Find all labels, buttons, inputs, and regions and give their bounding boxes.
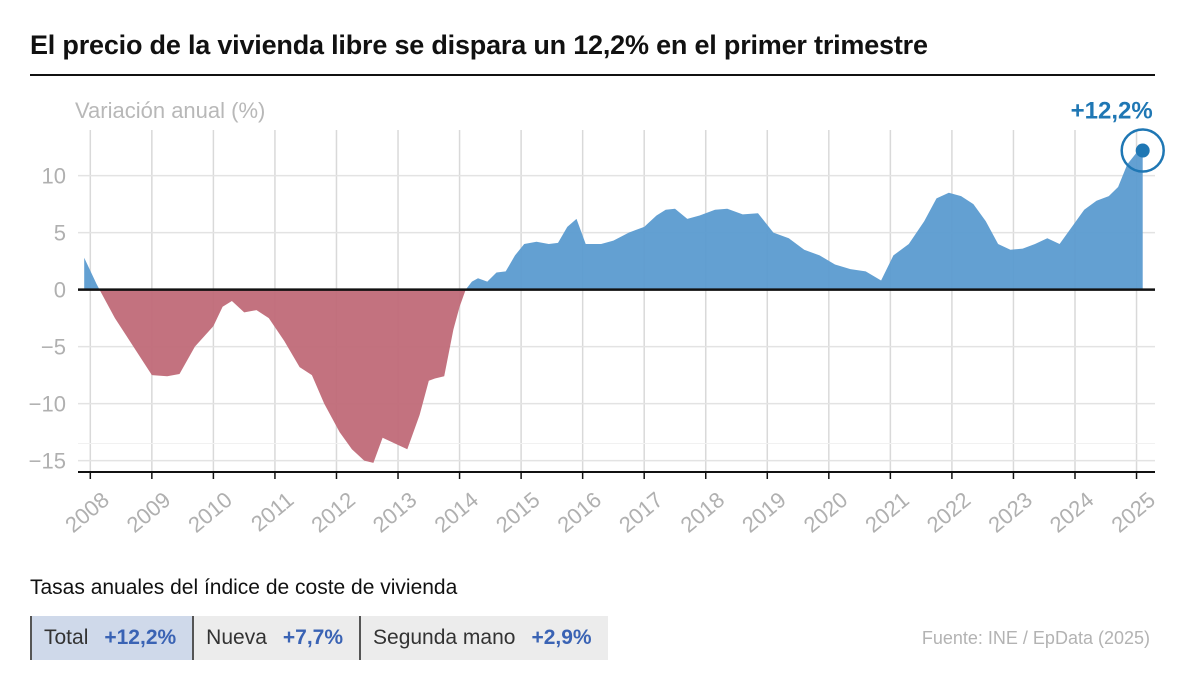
tab-total-label: Total — [44, 626, 89, 649]
x-tick-labels: 2008 2009 2010 2011 2012 2013 2014 2015 2016 2017… — [60, 487, 1160, 538]
vertical-gridlines — [89, 130, 1138, 472]
x-tick-label: 2022 — [922, 487, 976, 538]
chart-title: El precio de la vivienda libre se dispar… — [30, 30, 928, 60]
y-tick-label: −15 — [29, 449, 66, 474]
tab-segunda-mano-value: +2,9% — [531, 626, 592, 649]
horizontal-gridlines — [78, 174, 1155, 462]
x-tick-label: 2025 — [1106, 487, 1160, 538]
callout-ring — [1120, 128, 1165, 173]
x-tick-label: 2014 — [429, 487, 483, 538]
tab-segunda-mano[interactable]: Segunda mano +2,9% — [359, 616, 608, 660]
x-tick-label: 2010 — [183, 487, 237, 538]
source-note: Fuente: INE / EpData (2025) — [921, 628, 1150, 648]
chart-areas — [84, 150, 1143, 463]
y-tick-label: −10 — [29, 392, 66, 417]
y-axis-label: Variación anual (%) — [75, 98, 265, 123]
x-tick-label: 2011 — [246, 487, 298, 537]
tab-total-value: +12,2% — [104, 626, 177, 649]
x-tick-label: 2016 — [553, 487, 607, 538]
tabs-heading: Tasas anuales del índice de coste de viv… — [30, 576, 458, 599]
y-tick-label: 5 — [54, 221, 66, 246]
latest-value-callout: +12,2% — [1071, 98, 1165, 173]
tab-nueva-label: Nueva — [206, 626, 267, 649]
x-tick-label: 2020 — [799, 487, 853, 538]
title-divider — [30, 74, 1155, 76]
x-tick-label: 2009 — [122, 487, 176, 538]
y-tick-label: 0 — [54, 278, 66, 303]
x-tick-label: 2015 — [491, 487, 545, 538]
x-tick-label: 2023 — [983, 487, 1037, 538]
chart-axes — [78, 288, 1155, 479]
callout-label: +12,2% — [1071, 98, 1153, 125]
x-tick-label: 2018 — [676, 487, 730, 538]
x-tick-label: 2017 — [614, 487, 668, 538]
tab-nueva-value: +7,7% — [282, 626, 344, 649]
series-tabs: Total +12,2% Nueva +7,7% Segunda mano +2… — [30, 616, 608, 660]
callout-dot — [1135, 143, 1150, 158]
tab-segunda-mano-label: Segunda mano — [373, 626, 516, 649]
x-tick-label: 2012 — [306, 487, 360, 538]
tab-total[interactable]: Total +12,2% — [30, 616, 193, 660]
tab-nueva[interactable]: Nueva +7,7% — [192, 616, 360, 660]
x-tick-label: 2013 — [368, 487, 422, 538]
positive-area — [465, 150, 1143, 290]
x-tick-label: 2021 — [860, 487, 914, 538]
y-tick-labels: 10 5 0 −5 −10 −15 — [29, 164, 66, 474]
x-tick-label: 2019 — [737, 487, 791, 538]
y-tick-label: −5 — [41, 335, 66, 360]
x-tick-label: 2024 — [1045, 487, 1099, 538]
negative-area — [99, 289, 466, 463]
y-tick-label: 10 — [42, 164, 66, 189]
positive-area — [84, 257, 100, 290]
x-tick-label: 2008 — [60, 487, 114, 538]
